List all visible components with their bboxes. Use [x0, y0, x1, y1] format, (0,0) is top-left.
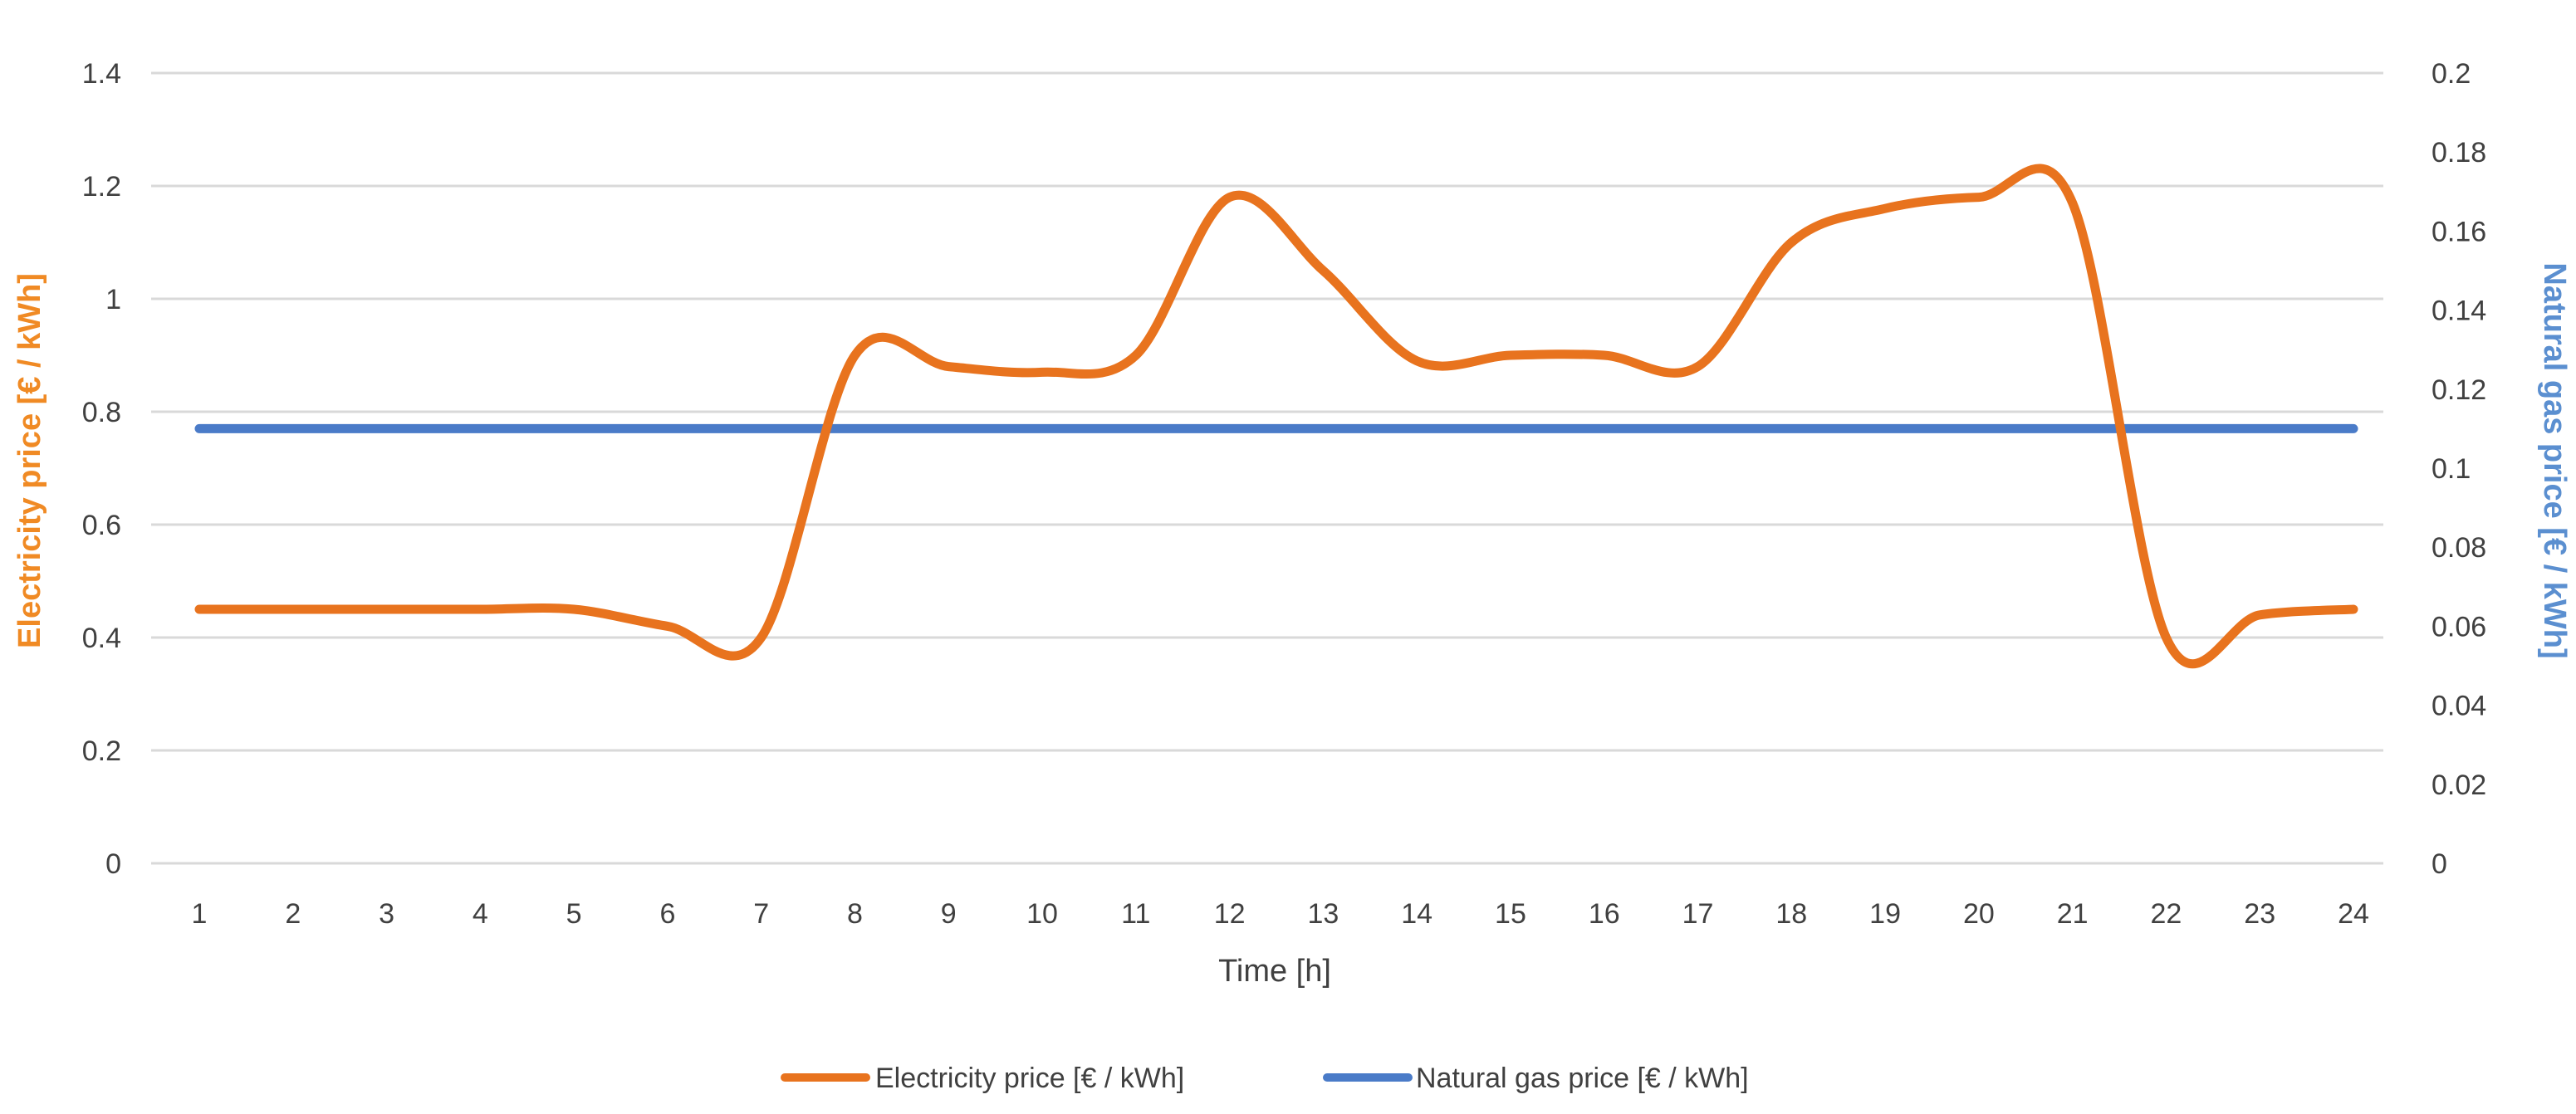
left-axis-title: Electricity price [€ / kWh] — [12, 273, 47, 648]
left-tick-label: 1 — [105, 284, 121, 315]
series-line-electricity — [194, 164, 2358, 668]
x-tick-label: 7 — [753, 898, 769, 930]
right-axis-title: Natural gas price [€ / kWh] — [2537, 262, 2572, 658]
x-tick-label: 23 — [2244, 898, 2275, 930]
x-tick-label: 21 — [2057, 898, 2089, 930]
x-tick-label: 10 — [1026, 898, 1058, 930]
left-tick-label: 0 — [105, 848, 121, 880]
x-tick-label: 11 — [1121, 898, 1150, 930]
right-tick-label: 0.14 — [2432, 296, 2486, 327]
x-tick-label: 15 — [1495, 898, 1526, 930]
left-axis-ticks: 0 0.2 0.4 0.6 0.8 1 1.2 1.4 — [82, 58, 121, 880]
x-tick-label: 8 — [847, 898, 863, 930]
right-tick-label: 0.12 — [2432, 374, 2486, 406]
x-tick-label: 1 — [192, 898, 208, 930]
x-tick-label: 12 — [1214, 898, 1246, 930]
series-lines — [194, 164, 2358, 668]
right-tick-label: 0.16 — [2432, 216, 2486, 247]
x-axis-title: Time [h] — [1218, 954, 1331, 989]
x-tick-label: 9 — [941, 898, 957, 930]
x-tick-label: 19 — [1869, 898, 1901, 930]
gridlines — [151, 71, 2383, 865]
left-tick-label: 1.2 — [82, 171, 121, 203]
right-axis-ticks: 0 0.02 0.04 0.06 0.08 0.1 0.12 0.14 0.16 0.18 0.2 — [2432, 58, 2486, 880]
x-tick-label: 20 — [1963, 898, 1995, 930]
legend-label-gas: Natural gas price [€ / kWh] — [1416, 1063, 1749, 1094]
x-tick-label: 17 — [1682, 898, 1714, 930]
legend: Electricity price [€ / kWh] Natural gas … — [781, 1063, 1749, 1094]
x-tick-label: 5 — [566, 898, 582, 930]
x-tick-label: 2 — [285, 898, 301, 930]
x-tick-label: 22 — [2151, 898, 2182, 930]
right-tick-label: 0.04 — [2432, 691, 2486, 722]
left-tick-label: 0.4 — [82, 623, 121, 654]
x-tick-label: 3 — [379, 898, 394, 930]
right-tick-label: 0.02 — [2432, 770, 2486, 801]
x-tick-label: 13 — [1307, 898, 1339, 930]
x-tick-label: 16 — [1589, 898, 1620, 930]
left-tick-label: 0.2 — [82, 735, 121, 767]
left-tick-label: 1.4 — [82, 58, 121, 90]
right-tick-label: 0.1 — [2432, 453, 2471, 485]
right-tick-label: 0.2 — [2432, 58, 2471, 90]
x-tick-label: 14 — [1401, 898, 1432, 930]
right-tick-label: 0.18 — [2432, 137, 2486, 169]
left-tick-label: 0.6 — [82, 510, 121, 541]
legend-label-electricity: Electricity price [€ / kWh] — [875, 1063, 1184, 1094]
x-axis-ticks: 1 2 3 4 5 6 7 8 9 10 11 12 13 14 15 16 17 18 19 20 21 22 23 24 — [192, 898, 2369, 930]
x-tick-label: 6 — [659, 898, 675, 930]
right-tick-label: 0 — [2432, 848, 2447, 880]
left-tick-label: 0.8 — [82, 397, 121, 428]
x-tick-label: 24 — [2338, 898, 2369, 930]
x-tick-label: 4 — [473, 898, 488, 930]
right-tick-label: 0.08 — [2432, 532, 2486, 564]
right-tick-label: 0.06 — [2432, 611, 2486, 643]
x-tick-label: 18 — [1775, 898, 1807, 930]
